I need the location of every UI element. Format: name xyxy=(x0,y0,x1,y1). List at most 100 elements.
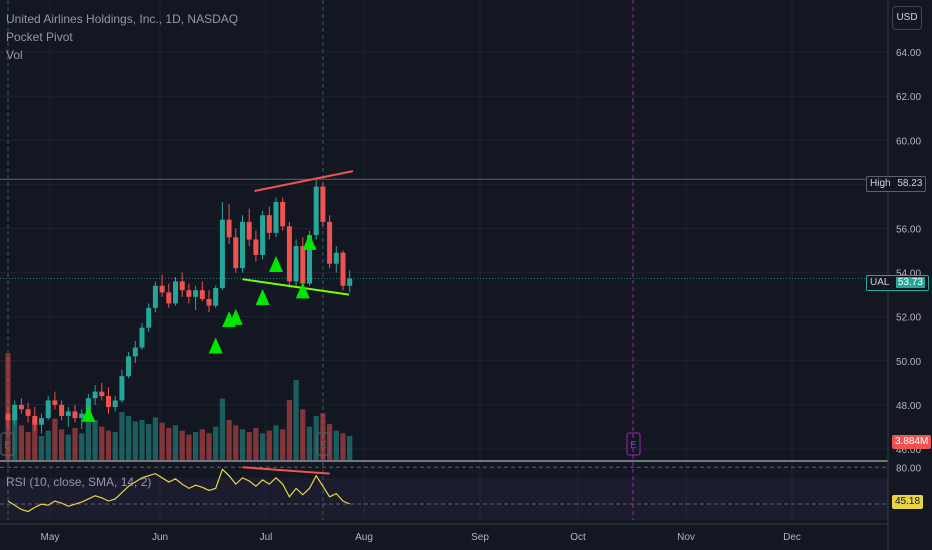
candle-body xyxy=(286,226,292,282)
candle-body xyxy=(253,239,259,255)
candle-body xyxy=(219,219,225,288)
time-tick-label: Aug xyxy=(355,532,373,543)
price-tick-label: 50.00 xyxy=(896,357,921,368)
symbol-title: United Airlines Holdings, Inc., 1D, NASD… xyxy=(6,12,239,26)
time-tick-label: May xyxy=(41,532,60,543)
volume-bar xyxy=(79,433,85,460)
candle-body xyxy=(159,285,165,293)
volume-bar xyxy=(199,429,205,460)
volume-bar xyxy=(146,424,152,460)
pocket-pivot-signal-icon xyxy=(255,289,270,306)
high-label: High xyxy=(870,178,891,189)
time-tick-label: Jul xyxy=(260,532,273,543)
candle-body xyxy=(152,285,158,308)
time-tick-label: Jun xyxy=(152,532,168,543)
candle-body xyxy=(347,278,353,286)
volume-bar xyxy=(172,425,179,460)
volume-bar xyxy=(179,430,185,460)
rsi-band xyxy=(0,477,888,520)
ticker-price-tag: UAL 53.73 xyxy=(866,275,929,291)
volume-bar xyxy=(219,398,225,460)
pocket-pivot-signal-icon xyxy=(81,405,96,422)
volume-bar xyxy=(347,436,353,460)
volume-bar xyxy=(59,429,65,460)
candle-body xyxy=(246,221,252,240)
volume-bar xyxy=(233,425,239,460)
pocket-pivot-signal-icon xyxy=(228,308,243,325)
high-value: 58.23 xyxy=(897,178,923,189)
candle-body xyxy=(5,413,11,421)
candle-body xyxy=(166,292,172,304)
price-tick-label: 60.00 xyxy=(896,136,921,147)
candle-body xyxy=(240,221,245,269)
candle-body xyxy=(327,221,333,264)
ticker-label: UAL xyxy=(870,277,890,288)
candle-body xyxy=(233,237,239,269)
candle-body xyxy=(106,396,111,408)
candle-body xyxy=(206,299,212,306)
volume-bar xyxy=(273,425,279,460)
candle-body xyxy=(333,252,339,264)
volume-bar xyxy=(186,434,192,460)
volume-bar xyxy=(213,426,219,460)
last-price-value: 53.73 xyxy=(895,277,925,288)
volume-bar xyxy=(306,426,313,460)
price-tick-label: 54.00 xyxy=(896,269,921,280)
candle-body xyxy=(72,411,78,419)
volume-bar xyxy=(166,428,172,460)
price-tick-label: 62.00 xyxy=(896,92,921,103)
volume-bar xyxy=(266,430,272,460)
candle-body xyxy=(112,400,118,408)
price-tick-label: 56.00 xyxy=(896,224,921,235)
pocket-pivot-signal-icon xyxy=(295,282,310,299)
volume-bar xyxy=(139,420,145,460)
volume-bar xyxy=(119,412,125,460)
volume-bar xyxy=(193,432,199,460)
volume-bar xyxy=(18,425,24,460)
candle-body xyxy=(307,235,312,284)
volume-bar xyxy=(126,416,132,460)
chart-legend: United Airlines Holdings, Inc., 1D, NASD… xyxy=(6,10,238,64)
upper-trendline xyxy=(254,170,354,192)
candle-body xyxy=(193,290,199,297)
candle-body xyxy=(300,246,306,284)
candle-body xyxy=(32,415,38,425)
volume-bar xyxy=(280,429,286,460)
volume-bar xyxy=(260,433,266,460)
volume-bar xyxy=(25,432,31,460)
earnings-marker-icon: E xyxy=(626,432,641,456)
indicator-pocket-pivot[interactable]: Pocket Pivot xyxy=(6,30,73,44)
volume-bar xyxy=(132,421,138,460)
rsi-value-tag: 45.18 xyxy=(892,495,924,509)
currency-button[interactable]: USD xyxy=(892,6,922,30)
candle-body xyxy=(146,307,152,328)
volume-bar xyxy=(65,434,71,460)
earnings-marker-letter: E xyxy=(630,440,637,451)
candle-body xyxy=(52,400,58,405)
volume-bar xyxy=(152,417,158,460)
rsi-legend[interactable]: RSI (10, close, SMA, 14, 2) xyxy=(6,475,152,489)
candle-body xyxy=(199,290,205,300)
pocket-pivot-signal-icon xyxy=(208,337,223,354)
price-tick-label: 64.00 xyxy=(896,48,921,59)
earnings-marker-icon: E xyxy=(0,432,15,456)
volume-bar xyxy=(253,428,259,460)
price-tick-label: 48.00 xyxy=(896,401,921,412)
volume-bar xyxy=(12,413,18,460)
volume-bar xyxy=(226,420,232,460)
candle-body xyxy=(12,404,18,421)
candle-body xyxy=(340,252,346,286)
volume-bar xyxy=(340,433,346,460)
candle-body xyxy=(213,288,219,306)
candle-body xyxy=(132,347,138,357)
pocket-pivot-signal-icon xyxy=(269,255,283,272)
candle-body xyxy=(186,290,192,297)
price-tick-label: 46.00 xyxy=(896,445,921,456)
indicator-volume[interactable]: Vol xyxy=(6,48,23,62)
time-tick-label: Dec xyxy=(783,532,801,543)
pocket-pivot-signal-icon xyxy=(302,233,317,250)
volume-bar xyxy=(5,353,11,460)
earnings-marker-letter: E xyxy=(4,440,11,451)
candle-body xyxy=(79,413,85,419)
